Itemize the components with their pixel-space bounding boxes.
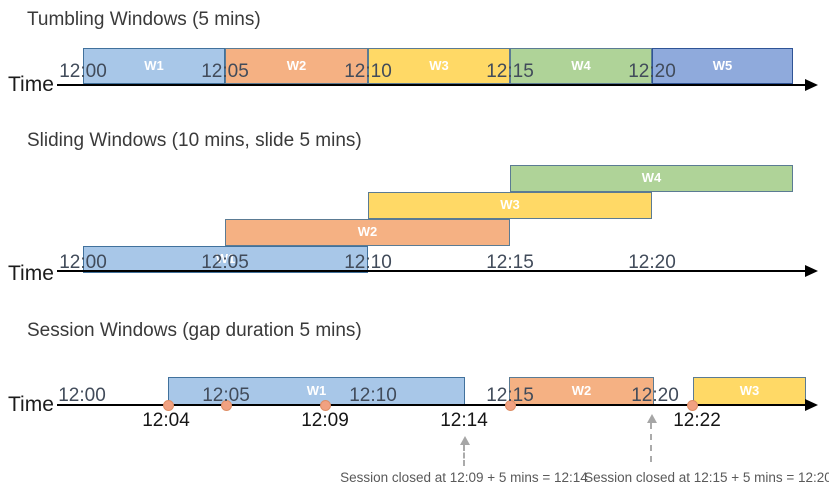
event-time-label: 12:22: [673, 410, 721, 431]
event-dot-icon: [687, 400, 698, 411]
tick-label: 12:20: [631, 385, 679, 406]
tumbling-section-title: Tumbling Windows (5 mins): [27, 9, 261, 30]
tumbling-window-w2: W2: [225, 48, 368, 84]
event-dot-icon: [163, 400, 174, 411]
tick-label: 12:20: [628, 61, 676, 82]
session-window-w1: W1: [168, 377, 465, 405]
sliding-section-title: Sliding Windows (10 mins, slide 5 mins): [27, 130, 362, 151]
window-label: W1: [144, 57, 164, 73]
window-label: W5: [712, 57, 733, 73]
event-time-label: 12:09: [301, 410, 349, 431]
window-label: W2: [286, 57, 307, 73]
sliding-window-w3: W3: [368, 192, 652, 219]
session-section-title: Session Windows (gap duration 5 mins): [27, 320, 362, 341]
session-close-annotation: Session closed at 12:15 + 5 mins = 12:20: [584, 470, 829, 485]
tumbling-window-w5: W5: [652, 48, 793, 84]
event-time-label: 12:14: [440, 410, 488, 431]
window-label: W1: [306, 382, 327, 398]
event-dot-icon: [505, 400, 516, 411]
tick-label: 12:15: [486, 252, 534, 273]
session-close-arrow-line: [463, 445, 465, 466]
tumbling-window-w3: W3: [368, 48, 510, 84]
session-timeline-arrow-icon: [805, 399, 818, 411]
tick-label: 12:15: [486, 61, 534, 82]
tick-label: 12:10: [344, 61, 392, 82]
tick-label: 12:05: [201, 252, 249, 273]
session-close-arrow-icon: [647, 414, 657, 423]
sliding-window-w1: W1: [83, 246, 368, 273]
session-time-axis-label: Time: [8, 393, 54, 416]
tick-label: 12:20: [628, 252, 676, 273]
session-timeline-axis: [57, 404, 807, 406]
tick-label: 12:10: [344, 252, 392, 273]
tick-label: 12:15: [486, 385, 534, 406]
tick-label: 12:05: [201, 61, 249, 82]
tick-label: 12:00: [59, 252, 107, 273]
event-time-label: 12:04: [142, 410, 190, 431]
tick-label: 12:00: [59, 61, 107, 82]
window-label: W1: [215, 251, 236, 266]
window-label: W4: [641, 170, 662, 185]
tick-label: 12:00: [58, 385, 106, 406]
event-dot-icon: [221, 400, 232, 411]
window-label: W2: [357, 224, 378, 239]
window-label: W3: [500, 197, 520, 212]
sliding-timeline-axis: [57, 270, 807, 272]
tumbling-window-w1: W1: [83, 48, 225, 84]
event-dot-icon: [320, 400, 331, 411]
session-window-w3: W3: [693, 377, 806, 405]
tumbling-timeline-axis: [57, 84, 807, 86]
sliding-timeline-arrow-icon: [805, 265, 818, 277]
window-label: W3: [429, 57, 449, 73]
window-label: W3: [739, 382, 760, 398]
tumbling-time-axis-label: Time: [8, 73, 54, 96]
session-close-arrow-line: [650, 423, 652, 462]
tick-label: 12:05: [202, 385, 250, 406]
tick-label: 12:10: [349, 385, 397, 406]
tumbling-window-w4: W4: [510, 48, 652, 84]
session-close-arrow-icon: [460, 436, 470, 445]
sliding-time-axis-label: Time: [8, 262, 54, 285]
window-label: W4: [571, 57, 591, 73]
sliding-window-w2: W2: [225, 219, 510, 246]
sliding-window-w4: W4: [510, 165, 793, 192]
window-label: W2: [571, 382, 592, 398]
tumbling-timeline-arrow-icon: [805, 79, 818, 91]
session-close-annotation: Session closed at 12:09 + 5 mins = 12:14: [340, 470, 588, 485]
